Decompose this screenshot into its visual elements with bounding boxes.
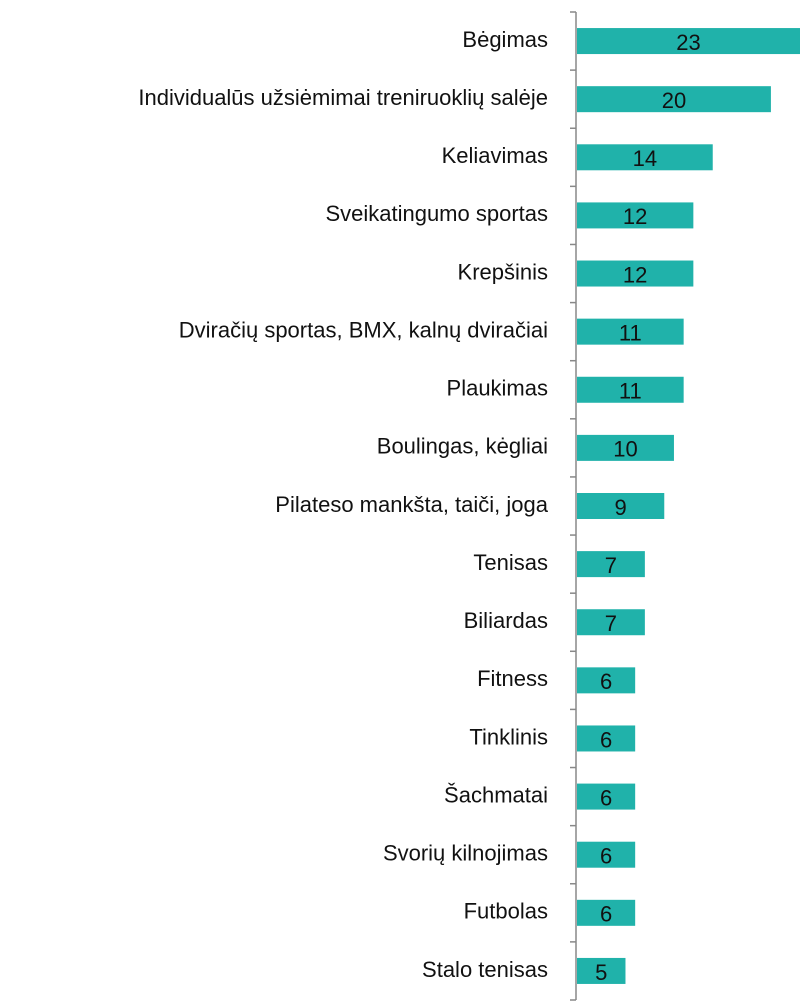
bar (577, 957, 626, 984)
bar (577, 783, 636, 810)
category-label: Fitness (477, 666, 548, 691)
value-label: 5 (595, 960, 607, 985)
value-label: 14 (633, 146, 657, 171)
value-label: 11 (619, 379, 642, 404)
bar (577, 376, 684, 403)
category-label: Stalo tenisas (422, 957, 548, 982)
value-label: 7 (605, 553, 617, 578)
value-label: 10 (613, 437, 637, 462)
bar (577, 667, 636, 694)
value-label: 11 (619, 320, 642, 345)
bar (577, 28, 800, 55)
bar (577, 260, 694, 287)
value-label: 23 (676, 30, 700, 55)
bar (577, 493, 665, 519)
bar (577, 609, 645, 636)
bar (577, 144, 713, 171)
value-label: 12 (623, 262, 647, 287)
category-label: Pilateso mankšta, taiči, joga (275, 492, 548, 517)
bar (577, 86, 771, 113)
category-label: Boulingas, kėgliai (377, 434, 548, 459)
bar (577, 318, 684, 345)
category-label: Keliavimas (442, 143, 548, 168)
category-label: Šachmatai (444, 782, 548, 807)
category-label: Dviračių sportas, BMX, kalnų dviračiai (179, 317, 548, 342)
category-label: Sveikatingumo sportas (325, 201, 548, 226)
category-label: Tinklinis (469, 724, 548, 749)
value-label: 20 (662, 88, 686, 113)
value-label: 9 (615, 495, 627, 520)
category-label: Svorių kilnojimas (383, 841, 548, 866)
category-label: Krepšinis (458, 259, 548, 284)
value-label: 6 (600, 844, 612, 869)
bar (577, 434, 674, 461)
value-label: 6 (600, 727, 612, 752)
category-label: Biliardas (464, 608, 548, 633)
category-label: Bėgimas (462, 27, 548, 52)
value-label: 7 (605, 611, 617, 636)
value-label: 12 (623, 204, 647, 229)
category-label: Tenisas (473, 550, 548, 575)
bar (577, 725, 636, 752)
value-label: 6 (600, 785, 612, 810)
bar (577, 841, 636, 868)
value-label: 6 (600, 902, 612, 927)
category-label: Futbolas (464, 899, 548, 924)
bar (577, 551, 645, 578)
bar (577, 899, 636, 926)
category-label: Plaukimas (447, 376, 548, 401)
bar (577, 202, 694, 229)
category-label: Individualūs užsiėmimai treniruoklių sal… (138, 85, 548, 110)
value-label: 6 (600, 669, 612, 694)
